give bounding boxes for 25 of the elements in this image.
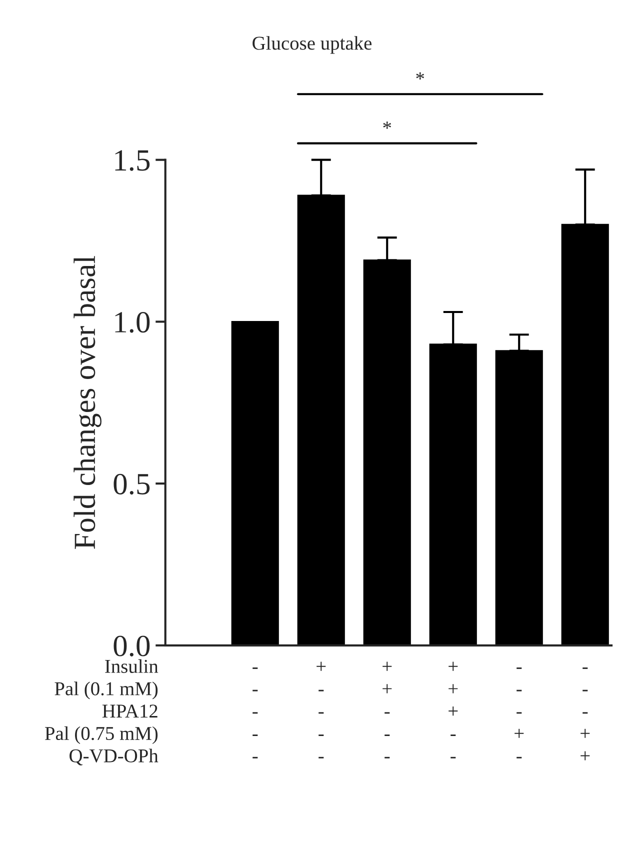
bar xyxy=(363,259,411,646)
bar xyxy=(495,350,543,646)
text: HPA12 xyxy=(102,704,158,718)
text: Pal (0.1 mM) xyxy=(54,682,158,700)
bar xyxy=(561,224,609,646)
bar xyxy=(231,321,279,646)
x-tick-label: + - - - - xyxy=(316,662,326,758)
x-tick-label: - - - + + xyxy=(580,667,590,760)
chart-title: Glucose uptake xyxy=(252,36,372,54)
x-tick-label: + + + - - xyxy=(448,662,458,758)
y-tick-label: 0.0 xyxy=(114,636,150,656)
text: Q-VD-OPh xyxy=(70,748,158,766)
y-tick-label: 1.5 xyxy=(115,150,150,171)
y-tick-label: 0.5 xyxy=(114,474,150,495)
text: * xyxy=(416,72,424,80)
y-tick-label: 1.0 xyxy=(115,312,150,333)
x-tick-label: - - - + - xyxy=(514,667,524,758)
y-axis-title: Fold changes over basal xyxy=(74,256,102,549)
x-tick-label: - - - - - xyxy=(252,667,258,758)
x-tick-label: + + - - - xyxy=(382,662,392,758)
text: Pal (0.75 mM) xyxy=(45,726,158,744)
text: Insulin xyxy=(105,659,158,673)
bar xyxy=(297,194,345,646)
text: * xyxy=(383,122,392,129)
bar xyxy=(429,344,477,646)
